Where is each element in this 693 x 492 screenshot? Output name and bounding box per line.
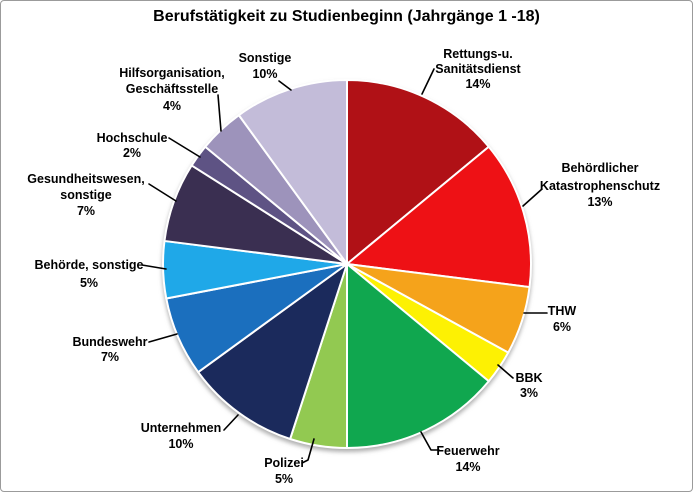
leader-line-bbk (497, 364, 514, 379)
slice-label-feuerwehr: Feuerwehr 14% (436, 444, 499, 474)
slice-pct-hilfsorganisation-gesch-ftsstelle: 4% (163, 99, 181, 113)
leader-line-feuerwehr (420, 431, 440, 451)
slice-label-polizei: Polizei 5% (264, 456, 304, 486)
pie-slice-feuerwehr (346, 263, 490, 449)
pie-slices (162, 79, 532, 449)
slice-label-rettungs-u-sanit-tsdienst: Rettungs-u. Sanitätsdienst 14% (435, 47, 521, 91)
slice-pct-sonstige: 10% (252, 67, 277, 81)
slice-labels: Rettungs-u. Sanitätsdienst 14% Behördlicher… (27, 47, 660, 486)
slice-label-hochschule: Hochschule 2% (97, 131, 168, 160)
pie-slice-rettungs-u-sanit-tsdienst (346, 79, 490, 265)
slice-label-beh-rdlicher-katastrophenschutz: Behördlicher Katastrophenschutz 13% (540, 161, 660, 209)
slice-label-bbk: BBK 3% (515, 371, 542, 400)
leader-line-beh-rde-sonstige (141, 264, 167, 270)
label-leader-lines (141, 68, 548, 464)
slice-label-beh-rde-sonstige: Behörde, sonstige 5% (34, 258, 143, 290)
leader-line-polizei (301, 438, 315, 464)
leader-line-beh-rdlicher-katastrophenschutz (522, 188, 543, 207)
slice-label-thw: THW 6% (548, 304, 577, 334)
leader-line-unternehmen (223, 414, 239, 431)
slice-pct-rettungs-u-sanit-tsdienst: 14% (465, 77, 490, 91)
slice-pct-feuerwehr: 14% (455, 460, 480, 474)
slice-pct-gesundheitswesen-sonstige: 7% (77, 204, 95, 218)
slice-pct-bundeswehr: 7% (101, 350, 119, 364)
slice-pct-hochschule: 2% (123, 146, 141, 160)
slice-pct-unternehmen: 10% (168, 437, 193, 451)
slice-label-sonstige: Sonstige 10% (239, 51, 292, 81)
slice-pct-beh-rde-sonstige: 5% (80, 276, 98, 290)
leader-line-hochschule (168, 137, 201, 158)
slice-pct-thw: 6% (553, 320, 571, 334)
slice-pct-beh-rdlicher-katastrophenschutz: 13% (587, 195, 612, 209)
slice-label-gesundheitswesen-sonstige: Gesundheitswesen, sonstige 7% (27, 172, 144, 218)
leader-line-sonstige (278, 80, 292, 91)
slice-pct-bbk: 3% (520, 386, 538, 400)
pie-slice-beh-rdlicher-katastrophenschutz (346, 145, 532, 289)
chart-title: Berufstätigkeit zu Studienbeginn (Jahrgä… (153, 8, 540, 25)
slice-label-bundeswehr: Bundeswehr 7% (72, 335, 147, 364)
leader-line-bundeswehr (148, 333, 178, 343)
slice-label-hilfsorganisation-gesch-ftsstelle: Hilfsorganisation, Geschäftsstelle 4% (119, 66, 225, 113)
slice-pct-polizei: 5% (275, 472, 293, 486)
slice-label-unternehmen: Unternehmen 10% (141, 421, 222, 451)
leader-line-gesundheitswesen-sonstige (148, 183, 177, 202)
leader-line-hilfsorganisation-gesch-ftsstelle (217, 94, 222, 132)
leader-line-rettungs-u-sanit-tsdienst (421, 68, 435, 95)
pie-slice-unternehmen (197, 263, 348, 440)
